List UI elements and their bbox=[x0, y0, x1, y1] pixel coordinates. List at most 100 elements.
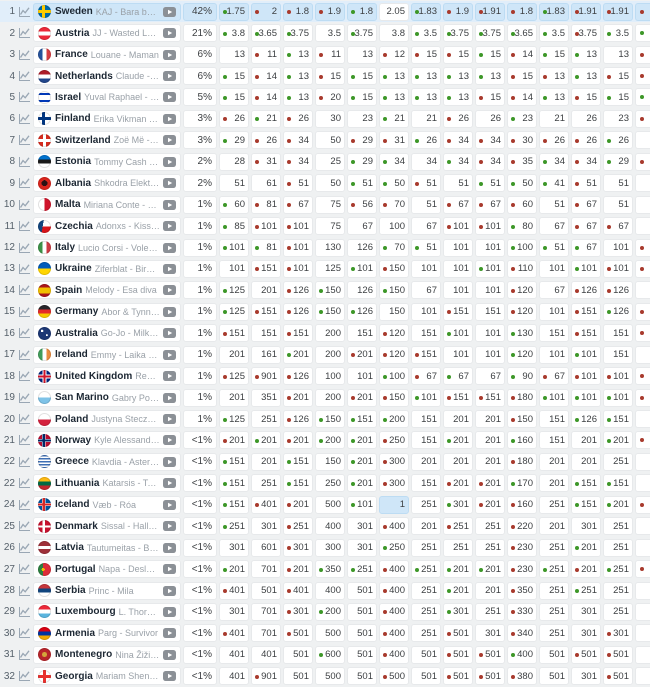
trend-chart-icon[interactable] bbox=[17, 605, 31, 619]
odds-cell[interactable]: 15 bbox=[315, 67, 345, 86]
trend-chart-icon[interactable] bbox=[17, 5, 31, 19]
odds-cell[interactable]: 400 bbox=[315, 517, 345, 536]
video-icon[interactable] bbox=[163, 585, 176, 596]
odds-cell[interactable]: 1.9 bbox=[315, 2, 345, 21]
odds-cell[interactable]: 3.5 bbox=[411, 24, 441, 43]
odds-cell[interactable]: 85 bbox=[219, 217, 249, 236]
odds-cell[interactable]: 75 bbox=[315, 195, 345, 214]
trend-chart-icon[interactable] bbox=[17, 176, 31, 190]
trend-chart-icon[interactable] bbox=[17, 498, 31, 512]
odds-cell[interactable]: 160 bbox=[507, 495, 537, 514]
odds-cell[interactable]: 13 bbox=[539, 88, 569, 107]
odds-cell[interactable]: 15 bbox=[219, 88, 249, 107]
odds-cell[interactable]: 67 bbox=[347, 217, 377, 236]
odds-cell[interactable]: 301 bbox=[603, 624, 633, 643]
odds-cell[interactable]: 15 bbox=[603, 88, 633, 107]
country-cell[interactable]: Ukraine Ziferblat - Bird of Pray bbox=[33, 259, 181, 278]
odds-cell[interactable]: 125 bbox=[219, 367, 249, 386]
odds-cell[interactable]: 150 bbox=[379, 302, 409, 321]
odds-cell[interactable]: 201 bbox=[443, 452, 473, 471]
odds-cell[interactable]: 51 bbox=[283, 174, 313, 193]
odds-cell[interactable]: 50 bbox=[507, 174, 537, 193]
odds-cell[interactable]: 250 bbox=[379, 538, 409, 557]
odds-cell[interactable]: 13 bbox=[411, 88, 441, 107]
video-icon[interactable] bbox=[163, 285, 176, 296]
odds-cell[interactable]: 51 bbox=[603, 174, 633, 193]
odds-cell[interactable]: 400 bbox=[315, 581, 345, 600]
odds-cell[interactable]: 1.83 bbox=[539, 2, 569, 21]
odds-cell[interactable]: 13 bbox=[475, 67, 505, 86]
odds-cell[interactable]: 51 bbox=[539, 238, 569, 257]
odds-cell[interactable]: 14 bbox=[507, 88, 537, 107]
odds-cell[interactable]: 401 bbox=[251, 645, 281, 664]
odds-cell[interactable]: 301 bbox=[219, 538, 249, 557]
trend-chart-icon[interactable] bbox=[17, 90, 31, 104]
odds-cell[interactable]: 330 bbox=[507, 602, 537, 621]
odds-cell[interactable]: 201 bbox=[251, 431, 281, 450]
odds-cell[interactable]: 201 bbox=[475, 410, 505, 429]
odds-cell[interactable]: 126 bbox=[571, 281, 601, 300]
trend-chart-icon[interactable] bbox=[17, 283, 31, 297]
trend-chart-icon[interactable] bbox=[17, 326, 31, 340]
odds-cell[interactable]: 51 bbox=[475, 174, 505, 193]
odds-cell[interactable]: 500 bbox=[315, 667, 345, 686]
odds-cell[interactable]: 350 bbox=[315, 560, 345, 579]
odds-cell[interactable]: 101 bbox=[475, 345, 505, 364]
odds-cell[interactable]: 50 bbox=[379, 174, 409, 193]
odds-cell[interactable]: 26 bbox=[475, 109, 505, 128]
odds-cell[interactable]: 201 bbox=[443, 560, 473, 579]
odds-cell[interactable]: 34 bbox=[411, 152, 441, 171]
odds-cell[interactable]: 901 bbox=[251, 667, 281, 686]
video-icon[interactable] bbox=[163, 435, 176, 446]
odds-cell[interactable]: 101 bbox=[539, 259, 569, 278]
odds-cell[interactable]: 26 bbox=[411, 131, 441, 150]
country-cell[interactable]: Latvia Tautumeitas - Bur man laimi bbox=[33, 538, 181, 557]
odds-cell[interactable]: 151 bbox=[443, 302, 473, 321]
odds-cell[interactable]: 301 bbox=[443, 602, 473, 621]
odds-cell[interactable]: 101 bbox=[443, 324, 473, 343]
odds-cell[interactable]: 251 bbox=[347, 560, 377, 579]
odds-cell[interactable]: 101 bbox=[475, 281, 505, 300]
odds-cell[interactable]: 13 bbox=[539, 67, 569, 86]
video-icon[interactable] bbox=[163, 649, 176, 660]
odds-cell[interactable]: 101 bbox=[539, 388, 569, 407]
video-icon[interactable] bbox=[163, 606, 176, 617]
country-cell[interactable]: Montenegro Nina Žižić - Dobrodošli bbox=[33, 645, 181, 664]
odds-cell[interactable]: 220 bbox=[507, 517, 537, 536]
odds-cell[interactable]: 14 bbox=[251, 67, 281, 86]
odds-cell[interactable]: 1.8 bbox=[283, 2, 313, 21]
odds-cell[interactable]: 120 bbox=[507, 302, 537, 321]
odds-cell[interactable]: 34 bbox=[443, 131, 473, 150]
video-icon[interactable] bbox=[163, 564, 176, 575]
odds-cell[interactable]: 67 bbox=[571, 217, 601, 236]
odds-cell[interactable]: 151 bbox=[411, 345, 441, 364]
video-icon[interactable] bbox=[163, 414, 176, 425]
odds-cell[interactable]: 201 bbox=[475, 495, 505, 514]
odds-cell[interactable]: 1.9 bbox=[443, 2, 473, 21]
odds-cell[interactable]: 201 bbox=[603, 431, 633, 450]
odds-cell[interactable]: 160 bbox=[507, 431, 537, 450]
odds-cell[interactable]: 26 bbox=[443, 109, 473, 128]
odds-cell[interactable]: 251 bbox=[411, 581, 441, 600]
odds-cell[interactable]: 34 bbox=[283, 131, 313, 150]
video-icon[interactable] bbox=[163, 221, 176, 232]
odds-cell[interactable]: 150 bbox=[379, 259, 409, 278]
odds-cell[interactable]: 150 bbox=[379, 388, 409, 407]
odds-cell[interactable]: 701 bbox=[251, 624, 281, 643]
odds-cell[interactable]: 201 bbox=[571, 538, 601, 557]
odds-cell[interactable]: 251 bbox=[603, 560, 633, 579]
odds-cell[interactable]: 126 bbox=[283, 367, 313, 386]
trend-chart-icon[interactable] bbox=[17, 562, 31, 576]
odds-cell[interactable]: 501 bbox=[603, 667, 633, 686]
odds-cell[interactable]: 101 bbox=[347, 495, 377, 514]
odds-cell[interactable]: 3.8 bbox=[219, 24, 249, 43]
odds-cell[interactable]: 67 bbox=[539, 367, 569, 386]
odds-cell[interactable]: 67 bbox=[443, 367, 473, 386]
odds-cell[interactable]: 200 bbox=[315, 324, 345, 343]
odds-cell[interactable]: 3.75 bbox=[475, 24, 505, 43]
odds-cell[interactable]: 201 bbox=[347, 452, 377, 471]
country-cell[interactable]: Netherlands Claude - C'est La Vie bbox=[33, 67, 181, 86]
odds-cell[interactable]: 126 bbox=[283, 302, 313, 321]
country-cell[interactable]: Germany Abor & Tynna - Baller bbox=[33, 302, 181, 321]
odds-cell[interactable]: 251 bbox=[411, 560, 441, 579]
